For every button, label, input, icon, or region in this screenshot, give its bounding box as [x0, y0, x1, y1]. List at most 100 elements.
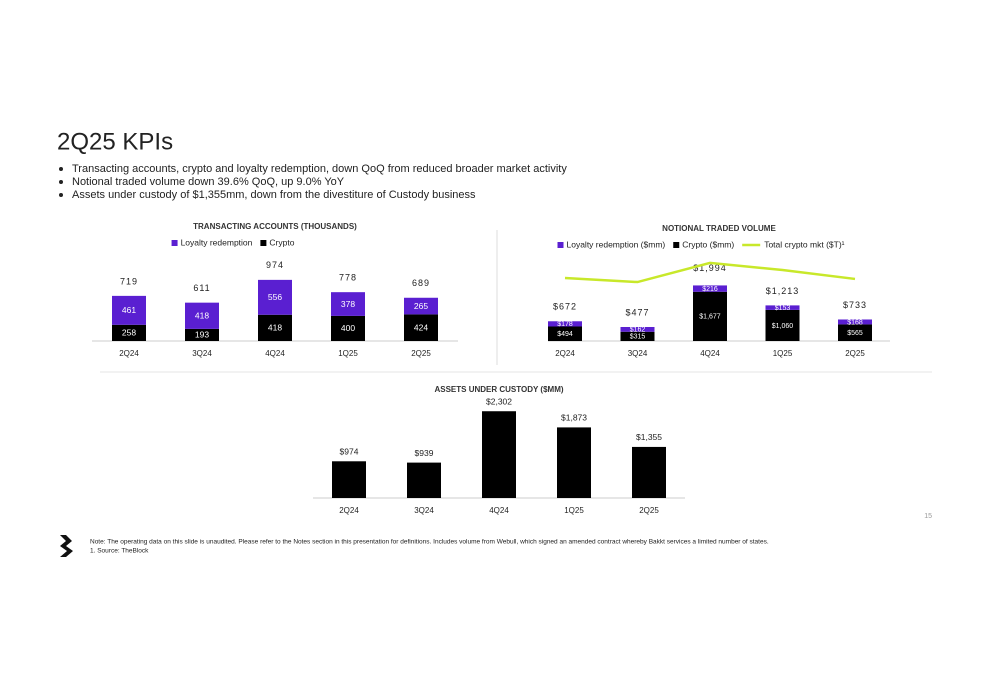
- value-label: 418: [268, 323, 282, 333]
- bar-segment: [548, 321, 582, 327]
- x-tick-label: 3Q24: [628, 349, 648, 358]
- value-label: $1,355: [636, 432, 662, 442]
- total-label: $672: [553, 302, 577, 312]
- value-label: 400: [341, 323, 355, 333]
- chart-title: TRANSACTING ACCOUNTS (THOUSANDS): [193, 222, 357, 231]
- total-label: $733: [843, 300, 867, 310]
- value-label: 193: [195, 330, 209, 340]
- bar-segment: [693, 285, 727, 292]
- total-label: 611: [193, 283, 210, 293]
- value-label: $2,302: [486, 396, 512, 406]
- total-label: $1,213: [766, 286, 800, 296]
- bar-segment: [693, 291, 727, 341]
- bar-segment: [331, 315, 365, 341]
- source: 1. Source: TheBlock: [90, 548, 149, 555]
- chart-title: ASSETS UNDER CUSTODY ($MM): [434, 385, 563, 394]
- value-label: $162: [630, 327, 646, 334]
- bar-segment: [331, 292, 365, 316]
- bullet: Transacting accounts, crypto and loyalty…: [72, 163, 567, 175]
- value-label: $178: [557, 321, 573, 328]
- value-label: 418: [195, 311, 209, 321]
- x-tick-label: 3Q24: [192, 349, 212, 358]
- bullet-dot: [59, 167, 63, 171]
- x-tick-label: 2Q25: [639, 506, 659, 515]
- x-tick-label: 4Q24: [700, 349, 720, 358]
- value-label: 378: [341, 299, 355, 309]
- x-tick-label: 2Q25: [845, 349, 865, 358]
- value-label: $974: [340, 447, 359, 457]
- bar-segment: [404, 297, 438, 315]
- legend-label: Loyalty redemption: [181, 237, 253, 247]
- line: [564, 261, 856, 284]
- bar-segment: [838, 324, 872, 341]
- bar-segment: [620, 331, 655, 341]
- value-label: $1,677: [699, 314, 721, 321]
- x-tick-label: 2Q24: [339, 506, 359, 515]
- total-label: $477: [625, 307, 649, 317]
- bar-segment: [765, 305, 800, 310]
- bar-segment: [112, 324, 146, 341]
- total-label: 778: [339, 273, 357, 283]
- legend-label: Total crypto mkt ($T)¹: [764, 239, 844, 249]
- x-tick-label: 1Q25: [773, 349, 793, 358]
- value-label: 461: [122, 305, 136, 315]
- bar-segment: [258, 314, 292, 341]
- bar: [557, 427, 591, 498]
- x-tick-label: 2Q24: [555, 349, 575, 358]
- value-label: 556: [268, 292, 282, 302]
- legend-swatch: [557, 242, 564, 248]
- slide-title: 2Q25 KPIs: [57, 128, 173, 155]
- total-label: 719: [120, 276, 138, 286]
- chart-title: NOTIONAL TRADED VOLUME: [662, 224, 776, 233]
- legend-label: Loyalty redemption ($mm): [567, 239, 666, 249]
- bar-segment: [404, 314, 438, 341]
- x-tick-label: 4Q24: [489, 506, 509, 515]
- bar-segment: [765, 309, 800, 341]
- x-tick-label: 1Q25: [564, 506, 584, 515]
- total-label: 689: [412, 278, 430, 288]
- value-label: $1,060: [772, 323, 794, 330]
- logo: [60, 535, 73, 557]
- bullet-dot: [59, 193, 63, 197]
- x-tick-label: 2Q24: [119, 349, 139, 358]
- value-label: $168: [847, 319, 863, 326]
- value-label: $1,873: [561, 413, 587, 423]
- legend-label: Crypto ($mm): [682, 239, 734, 249]
- bar: [482, 411, 516, 498]
- bar: [632, 446, 666, 498]
- value-label: $153: [775, 305, 791, 312]
- x-tick-label: 3Q24: [414, 506, 434, 515]
- footnote: Note: The operating data on this slide i…: [90, 539, 769, 546]
- bar-segment: [185, 328, 219, 341]
- x-tick-label: 1Q25: [338, 349, 358, 358]
- legend-swatch: [673, 242, 680, 248]
- value-label: $216: [702, 286, 718, 293]
- bar-segment: [620, 326, 655, 332]
- bar-segment: [185, 302, 219, 329]
- bar-segment: [548, 326, 582, 341]
- bar: [407, 462, 441, 498]
- legend-swatch: [260, 240, 267, 246]
- value-label: 424: [414, 322, 428, 332]
- value-label: $565: [847, 330, 863, 337]
- value-label: 258: [122, 328, 136, 338]
- bar-segment: [112, 295, 146, 325]
- bar-segment: [258, 279, 292, 315]
- bullet-dot: [59, 180, 63, 184]
- page-number: 15: [924, 513, 932, 520]
- value-label: $939: [415, 448, 434, 458]
- x-tick-label: 2Q25: [411, 349, 431, 358]
- value-label: $315: [630, 334, 646, 341]
- value-label: 265: [414, 301, 428, 311]
- total-label: $1,994: [693, 263, 727, 273]
- x-tick-label: 4Q24: [265, 349, 285, 358]
- bullet: Notional traded volume down 39.6% QoQ, u…: [72, 176, 345, 188]
- value-label: $494: [557, 331, 573, 338]
- bar-segment: [838, 319, 872, 325]
- legend-swatch: [171, 240, 178, 246]
- bullet: Assets under custody of $1,355mm, down f…: [72, 189, 476, 201]
- total-label: 974: [266, 260, 284, 270]
- legend-label: Crypto: [269, 237, 294, 247]
